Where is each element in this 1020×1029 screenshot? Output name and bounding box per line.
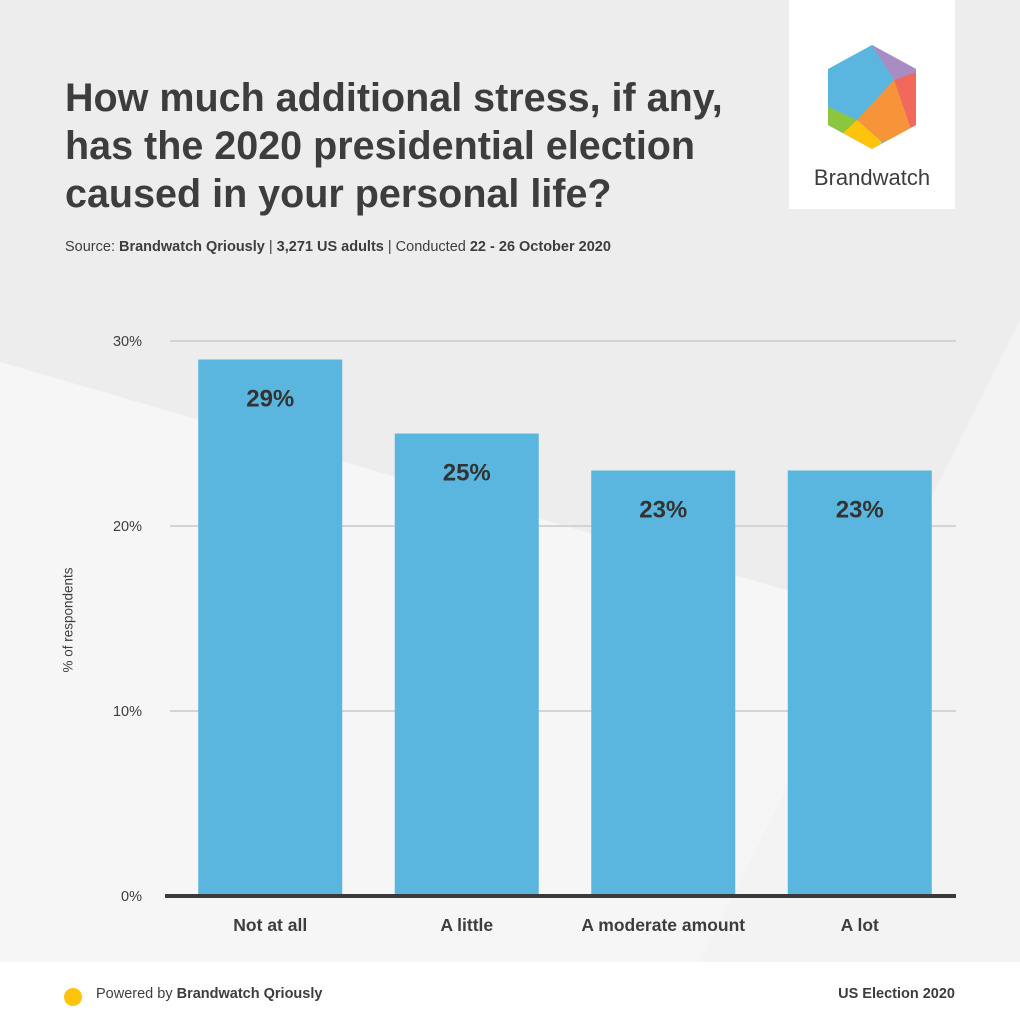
- source-sep2: | Conducted: [383, 239, 470, 255]
- brandwatch-logo-icon: [828, 45, 916, 149]
- x-tick-label: Not at all: [233, 915, 307, 935]
- brand-logo-card: Brandwatch: [789, 0, 955, 209]
- y-tick-label: 30%: [113, 334, 142, 350]
- brand-name: Brandwatch: [813, 165, 931, 190]
- bar: [198, 359, 343, 896]
- footer-bar: [0, 962, 1020, 1029]
- source-sep1: |: [264, 239, 277, 255]
- powered-by: Powered by Brandwatch Qriously: [96, 986, 322, 1002]
- bar-value-label: 23%: [836, 497, 884, 524]
- bar: [394, 433, 539, 896]
- yellow-dot-icon: [64, 988, 82, 1006]
- bar-value-label: 23%: [639, 497, 687, 524]
- x-tick-label: A moderate amount: [581, 915, 745, 935]
- bar-chart: 0% 10% 20% 30% 29% Not at all 25% A little 23% A …: [113, 334, 956, 935]
- bar: [591, 470, 736, 896]
- source-dates: 22 - 26 October 2020: [469, 239, 611, 255]
- x-tick-label: A lot: [841, 915, 879, 935]
- x-tick-label: A little: [440, 915, 493, 935]
- powered-by-name: Brandwatch Qriously: [176, 986, 323, 1002]
- powered-prefix: Powered by: [96, 986, 177, 1002]
- bar-value-label: 29%: [246, 386, 294, 413]
- footer-tag: US Election 2020: [838, 986, 955, 1002]
- y-tick-label: 0%: [121, 889, 142, 905]
- y-tick-label: 20%: [113, 519, 142, 535]
- bar-value-label: 25%: [443, 460, 491, 487]
- source-org: Brandwatch Qriously: [119, 239, 265, 255]
- y-tick-label: 10%: [113, 704, 142, 720]
- page-title: How much additional stress, if any, has …: [65, 76, 723, 216]
- source-prefix: Source:: [65, 239, 119, 255]
- source-line: Source: Brandwatch Qriously | 3,271 US a…: [65, 239, 611, 255]
- bar: [787, 470, 932, 896]
- source-sample: 3,271 US adults: [276, 239, 384, 255]
